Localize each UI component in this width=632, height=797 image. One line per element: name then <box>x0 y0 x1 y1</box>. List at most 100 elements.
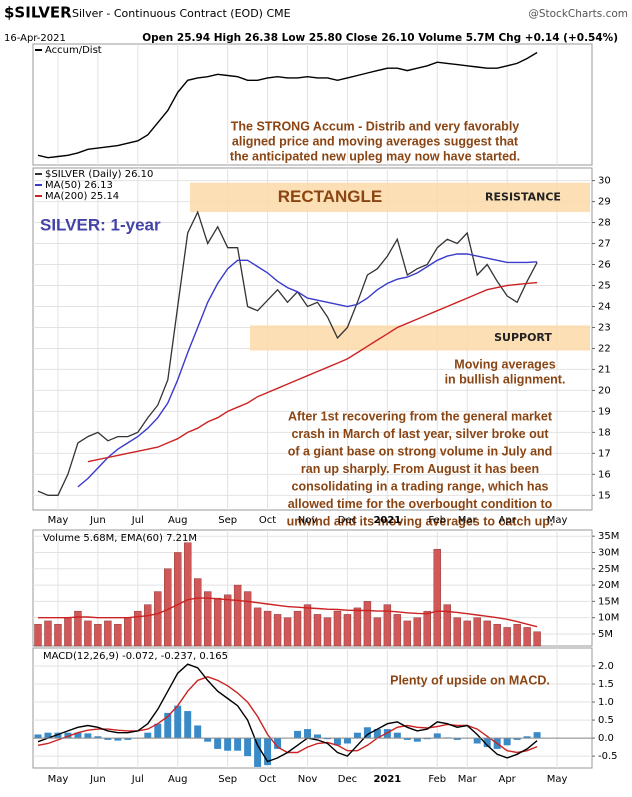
bar <box>234 738 242 751</box>
bar <box>264 738 272 766</box>
y-tick-label: 30M <box>598 547 619 558</box>
bar <box>174 705 182 739</box>
bar <box>533 732 541 739</box>
bar <box>373 617 382 647</box>
bar <box>213 597 222 647</box>
bar <box>44 620 52 647</box>
annotation: in bullish alignment. <box>445 372 566 386</box>
y-tick-label: 2.0 <box>598 661 614 672</box>
bar <box>104 738 112 740</box>
bar <box>533 631 541 647</box>
bar <box>433 733 441 739</box>
bar <box>124 738 132 740</box>
bar <box>104 620 112 647</box>
bar <box>233 584 242 647</box>
bar <box>523 627 531 647</box>
x-tick-label: May <box>48 774 69 785</box>
bar <box>114 738 122 741</box>
bar <box>64 732 72 739</box>
annotation: Plenty of upside on MACD. <box>390 673 550 687</box>
bar <box>144 732 152 739</box>
bar <box>174 552 182 647</box>
bar <box>333 610 342 647</box>
x-tick-label: Mar <box>458 774 478 785</box>
bar <box>383 604 392 647</box>
x-tick-label: Jul <box>131 515 144 526</box>
bar <box>94 736 102 739</box>
y-tick-label: 1.0 <box>598 697 614 708</box>
y-tick-label: 17 <box>598 448 611 459</box>
annotation: ran up sharply. From August it has been <box>301 462 539 476</box>
x-tick-label: Feb <box>428 774 446 785</box>
y-tick-label: 0.0 <box>598 733 614 744</box>
bar <box>503 738 511 746</box>
x-tick-label: Dec <box>338 774 357 785</box>
y-tick-label: 15M <box>598 596 619 607</box>
bar <box>74 610 82 647</box>
bar <box>453 617 461 647</box>
x-tick-label: 2021 <box>373 774 401 785</box>
bar <box>223 594 232 647</box>
bar <box>513 623 521 647</box>
bar <box>54 732 62 739</box>
annotation: consolidating in a trading range, which … <box>292 479 549 493</box>
bar <box>203 591 212 647</box>
x-tick-label: Aug <box>168 515 188 526</box>
bar <box>403 620 412 647</box>
y-tick-label: 16 <box>598 469 611 480</box>
y-tick-label: 20M <box>598 580 619 591</box>
legend: MACD(12,26,9) -0.072, -0.237, 0.165 <box>43 651 228 662</box>
x-tick-label: Mar <box>458 515 478 526</box>
y-tick-label: 26 <box>598 260 611 271</box>
bar <box>423 738 431 740</box>
annotation: crash in March of last year, silver brok… <box>291 427 549 441</box>
description: Silver - Continuous Contract (EOD) CME <box>72 7 291 20</box>
bar <box>204 738 212 742</box>
bar <box>423 610 431 647</box>
y-tick-label: 25 <box>598 280 611 291</box>
x-tick-label: Oct <box>259 774 276 785</box>
y-tick-label: 28 <box>598 218 611 229</box>
x-tick-label: Dec <box>338 515 357 526</box>
bar <box>463 620 471 647</box>
x-tick-label: Apr <box>498 515 516 526</box>
bar <box>294 730 302 739</box>
bar <box>363 727 371 739</box>
bar <box>54 623 62 647</box>
bar <box>303 604 312 647</box>
bar <box>393 732 401 739</box>
legend: Accum/Dist <box>45 45 102 56</box>
bar <box>443 604 451 647</box>
bar <box>124 617 132 647</box>
annotation: aligned price and moving averages sugges… <box>232 134 519 148</box>
x-tick-label: Aug <box>168 774 188 785</box>
bar <box>523 736 531 739</box>
y-tick-label: 0.5 <box>598 715 614 726</box>
bar <box>473 738 481 744</box>
source: @StockCharts.com <box>528 8 628 20</box>
annotation: the anticipated new upleg may now have s… <box>230 149 520 163</box>
bar <box>433 549 441 647</box>
y-tick-label: 5M <box>598 629 613 640</box>
y-tick-label: -0.5 <box>598 751 618 762</box>
bar <box>263 610 272 647</box>
bar <box>283 617 292 647</box>
bar <box>184 711 192 739</box>
annotation: of a giant base on strong volume in July… <box>288 444 553 458</box>
x-tick-label: May <box>48 515 69 526</box>
y-tick-label: 29 <box>598 197 611 208</box>
y-tick-label: 23 <box>598 322 611 333</box>
legend: MA(50) 26.13 <box>45 180 113 191</box>
bar <box>513 738 521 740</box>
bar <box>413 738 421 742</box>
legend: Volume 5.68M, EMA(60) 7.21M <box>43 533 197 544</box>
bar <box>164 712 172 739</box>
panel-frame <box>32 43 593 166</box>
symbol: $SILVER <box>4 4 72 22</box>
series-line <box>37 210 538 496</box>
bar <box>253 607 262 647</box>
bar <box>243 591 252 647</box>
annotation: allowed time for the overbought conditio… <box>288 497 553 511</box>
annotation: After 1st recovering from the general ma… <box>288 409 553 423</box>
